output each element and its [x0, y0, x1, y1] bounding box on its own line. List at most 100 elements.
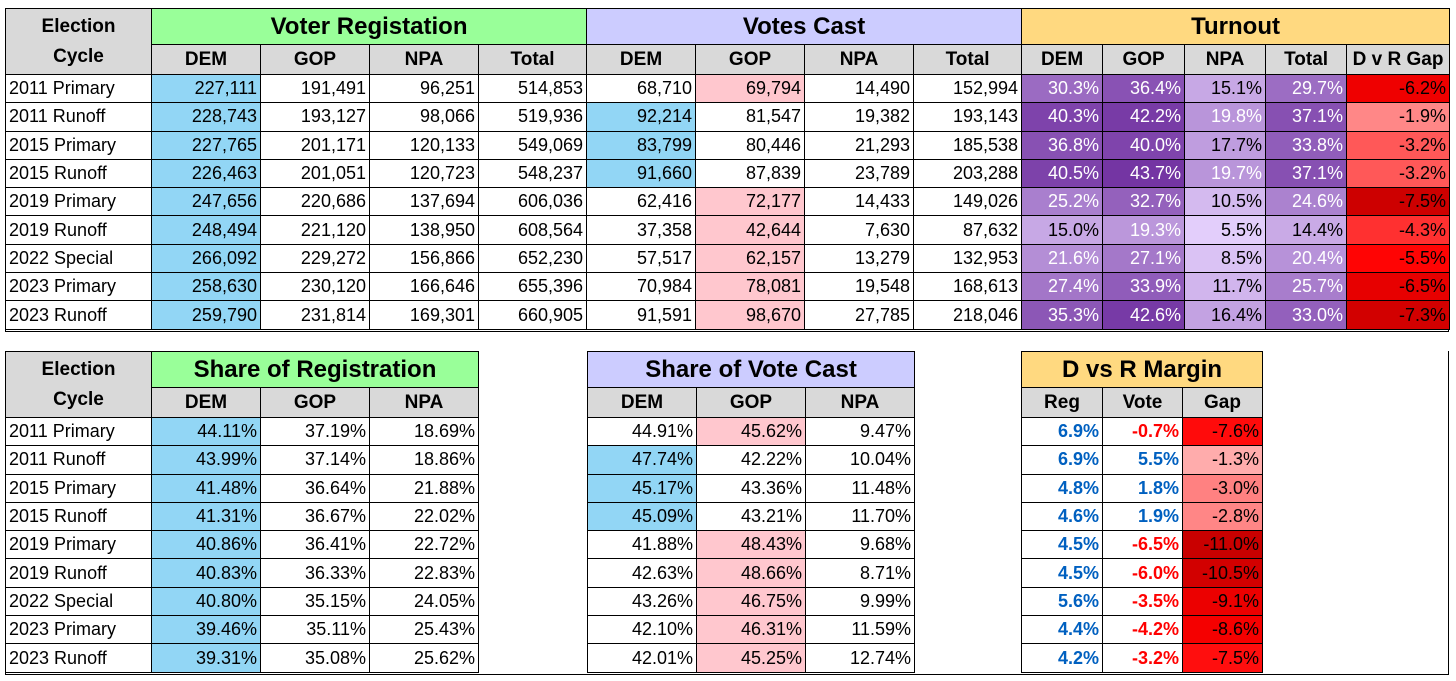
margin-vote-cell: 1.9% — [1102, 501, 1183, 532]
votes-gop-cell: 98,670 — [695, 300, 806, 330]
reg-dem-cell: 227,765 — [151, 130, 261, 160]
share-reg-gop-cell: 35.11% — [260, 615, 370, 645]
turnout-dem-cell: 27.4% — [1021, 272, 1104, 302]
table-row: 2022 Special 266,092 229,272 156,866 652,230… — [5, 243, 1451, 274]
margin-reg-cell: 5.6% — [1021, 586, 1103, 617]
reg-gop-cell: 193,127 — [260, 102, 370, 132]
reg-gop-cell: 230,120 — [260, 272, 370, 302]
turnout-dem-cell: 40.3% — [1021, 102, 1104, 132]
share-reg-dem-cell: 40.86% — [151, 530, 261, 560]
table-row: 5.6% -3.5% -9.1% — [1021, 586, 1264, 617]
reg-total-cell: 606,036 — [477, 187, 588, 217]
share-vote-gop-cell: 46.75% — [696, 586, 806, 617]
votes-total-cell: 185,538 — [913, 130, 1023, 160]
share-vote-gop-header: GOP — [696, 387, 806, 418]
share-reg-gop-cell: 36.64% — [260, 473, 370, 503]
turnout-dem-cell: 30.3% — [1021, 73, 1104, 104]
share-vote-npa-cell: 8.71% — [804, 558, 916, 588]
turnout-total-cell: 14.4% — [1265, 215, 1348, 245]
votes-dem-cell: 57,517 — [586, 243, 697, 274]
reg-dem-cell: 258,630 — [151, 272, 261, 302]
cycle-label: 2011 Primary — [5, 416, 152, 447]
turnout-gop-cell: 43.7% — [1102, 158, 1186, 189]
share-reg-npa-cell: 18.69% — [368, 416, 480, 447]
reg-gop-cell: 191,491 — [260, 73, 370, 104]
votes-total-header: Total — [913, 44, 1023, 75]
margin-gap-cell: -7.6% — [1181, 416, 1264, 447]
election-cycle-header: Election Cycle — [5, 8, 152, 75]
reg-npa-cell: 120,723 — [369, 158, 479, 189]
share-reg-npa-cell: 22.02% — [368, 501, 480, 532]
turnout-gop-cell: 27.1% — [1102, 243, 1186, 274]
share-of-vote-cast-header: Share of Vote Cast — [586, 351, 916, 388]
turnout-gap-cell: -5.5% — [1346, 243, 1451, 274]
share-reg-npa-cell: 25.62% — [368, 643, 480, 673]
margin-vote-cell: 5.5% — [1102, 445, 1183, 475]
share-reg-npa-header: NPA — [368, 387, 480, 418]
share-reg-gop-cell: 37.14% — [260, 445, 370, 475]
table-row: 4.5% -6.5% -11.0% — [1021, 530, 1264, 560]
share-vote-gop-cell: 46.31% — [696, 615, 806, 645]
table-row: 2019 Primary 247,656 220,686 137,694 606,036… — [5, 187, 1451, 217]
reg-total-cell: 548,237 — [477, 158, 588, 189]
votes-total-cell: 193,143 — [913, 102, 1023, 132]
votes-npa-header: NPA — [804, 44, 915, 75]
votes-dem-cell: 62,416 — [586, 187, 697, 217]
turnout-dem-cell: 15.0% — [1021, 215, 1104, 245]
votes-total-cell: 218,046 — [913, 300, 1023, 330]
votes-npa-cell: 19,382 — [804, 102, 915, 132]
share-reg-gop-cell: 35.15% — [260, 586, 370, 617]
share-reg-npa-cell: 24.05% — [368, 586, 480, 617]
share-vote-gop-cell: 48.43% — [696, 530, 806, 560]
table-row: 2023 Primary 258,630 230,120 166,646 655,396… — [5, 272, 1451, 302]
margin-gap-cell: -11.0% — [1181, 530, 1264, 560]
share-reg-npa-cell: 18.86% — [368, 445, 480, 475]
margin-gap-cell: -10.5% — [1181, 558, 1264, 588]
share-reg-gop-cell: 36.33% — [260, 558, 370, 588]
table-row: 2019 Runoff 40.83% 36.33% 22.83% — [5, 558, 480, 588]
margin-reg-cell: 4.8% — [1021, 473, 1103, 503]
turnout-total-cell: 20.4% — [1265, 243, 1348, 274]
reg-npa-cell: 169,301 — [369, 300, 479, 330]
share-vote-dem-cell: 41.88% — [587, 530, 697, 560]
turnout-gop-cell: 32.7% — [1102, 187, 1186, 217]
share-vote-gop-cell: 45.25% — [696, 643, 806, 673]
turnout-total-cell: 24.6% — [1265, 187, 1348, 217]
votes-dem-cell: 37,358 — [586, 215, 697, 245]
turnout-dem-cell: 36.8% — [1021, 130, 1104, 160]
table-row: 2015 Runoff 41.31% 36.67% 22.02% — [5, 501, 480, 532]
votes-npa-cell: 14,490 — [804, 73, 915, 104]
votes-dem-cell: 68,710 — [586, 73, 697, 104]
votes-dem-cell: 91,660 — [586, 158, 697, 189]
cycle-label: 2023 Runoff — [5, 643, 152, 673]
reg-npa-cell: 98,066 — [369, 102, 479, 132]
cycle-label: 2019 Runoff — [5, 215, 152, 245]
table-row: 2015 Primary 227,765 201,171 120,133 549,069… — [5, 130, 1451, 160]
margin-vote-cell: -6.5% — [1102, 530, 1183, 560]
cycle-label: 2019 Runoff — [5, 558, 152, 588]
turnout-dem-cell: 35.3% — [1021, 300, 1104, 330]
reg-dem-cell: 227,111 — [151, 73, 261, 104]
reg-dem-cell: 259,790 — [151, 300, 261, 330]
turnout-gap-cell: -3.2% — [1346, 130, 1451, 160]
votes-gop-cell: 80,446 — [695, 130, 806, 160]
reg-npa-cell: 138,950 — [369, 215, 479, 245]
reg-total-cell: 608,564 — [477, 215, 588, 245]
share-reg-dem-cell: 41.48% — [151, 473, 261, 503]
cycle-label: 2011 Runoff — [5, 102, 152, 132]
votes-npa-cell: 27,785 — [804, 300, 915, 330]
cycle-label: 2015 Runoff — [5, 158, 152, 189]
reg-gop-header: GOP — [260, 44, 370, 75]
turnout-total-cell: 37.1% — [1265, 102, 1348, 132]
share-of-registration-table: Election Cycle Share of Registration DEM… — [5, 351, 480, 673]
votes-npa-cell: 19,548 — [804, 272, 915, 302]
share-vote-npa-cell: 9.47% — [804, 416, 916, 447]
share-reg-npa-cell: 25.43% — [368, 615, 480, 645]
table-row: 42.01% 45.25% 12.74% — [587, 643, 916, 673]
reg-dem-cell: 266,092 — [151, 243, 261, 274]
cycle-label: 2019 Primary — [5, 530, 152, 560]
reg-total-cell: 652,230 — [477, 243, 588, 274]
cycle-label: 2019 Primary — [5, 187, 152, 217]
voter-registration-header: Voter Registation — [150, 8, 588, 45]
turnout-total-cell: 33.8% — [1265, 130, 1348, 160]
